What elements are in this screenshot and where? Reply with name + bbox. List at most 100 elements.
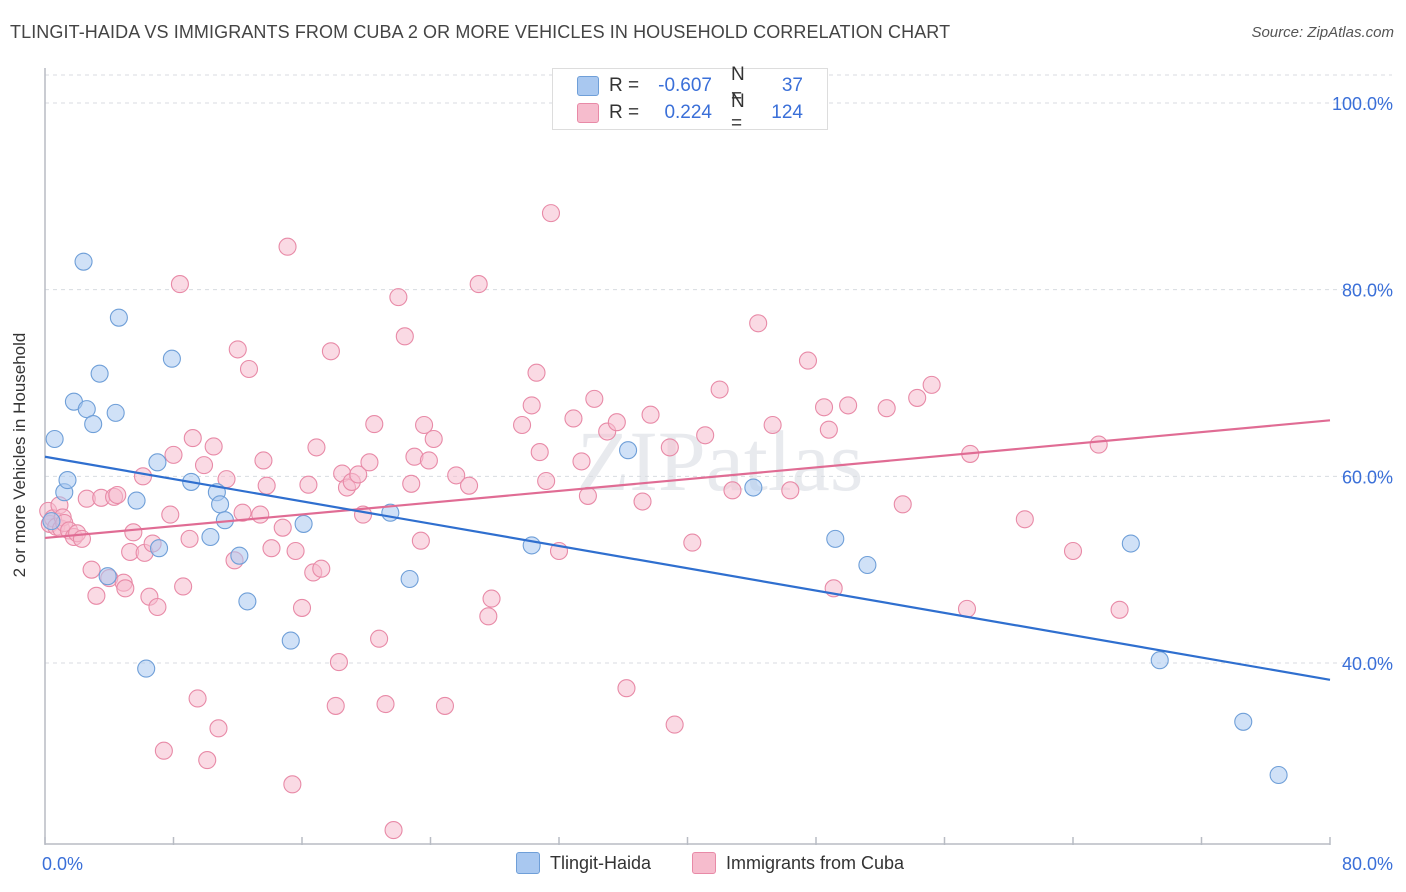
- cuba-point: [411, 531, 430, 550]
- legend-swatch-cuba: [692, 852, 716, 874]
- cuba-point: [660, 438, 679, 457]
- cuba-point: [326, 696, 345, 715]
- cuba-point: [273, 518, 292, 537]
- cuba-point: [893, 495, 912, 514]
- cuba-points: [39, 204, 1129, 840]
- cuba-point: [1089, 435, 1108, 454]
- cuba-point: [1015, 510, 1034, 529]
- cuba-point: [108, 485, 127, 505]
- cuba-point: [389, 288, 408, 307]
- x-tick-label: 0.0%: [42, 854, 83, 874]
- tlingit-point: [1150, 651, 1169, 670]
- cuba-point: [522, 396, 541, 415]
- cuba-point: [360, 453, 379, 472]
- tlingit-point: [149, 539, 169, 558]
- tlingit-point: [858, 555, 877, 575]
- legend-item-tlingit[interactable]: Tlingit-Haida: [516, 852, 651, 874]
- cuba-point: [257, 476, 276, 495]
- cuba-point: [370, 629, 389, 648]
- cuba-point: [469, 275, 488, 294]
- stats-n-value-cuba: 124: [771, 102, 803, 123]
- legend-label-cuba: Immigrants from Cuba: [726, 852, 905, 873]
- cuba-point: [188, 689, 207, 708]
- cuba-point: [781, 481, 800, 500]
- cuba-point: [922, 375, 941, 394]
- cuba-point: [564, 409, 583, 428]
- cuba-point: [749, 314, 768, 333]
- chart-title: TLINGIT-HAIDA VS IMMIGRANTS FROM CUBA 2 …: [10, 22, 951, 42]
- stats-n-value-tlingit: 37: [781, 75, 803, 96]
- cuba-point: [530, 443, 549, 462]
- tlingit-point: [281, 631, 300, 650]
- legend-item-cuba[interactable]: Immigrants from Cuba: [692, 852, 904, 874]
- tlingit-point: [238, 592, 257, 611]
- cuba-point: [365, 415, 384, 434]
- source-credit: Source: ZipAtlas.com: [1251, 24, 1394, 41]
- cuba-point: [228, 340, 247, 359]
- tlingit-point: [137, 659, 156, 678]
- stats-r-value-tlingit: -0.607: [658, 75, 712, 96]
- cuba-point: [321, 342, 340, 361]
- cuba-point: [148, 597, 167, 617]
- cuba-point: [116, 579, 135, 598]
- tlingit-point: [58, 471, 77, 490]
- y-tick-label: 60.0%: [1342, 467, 1393, 487]
- cuba-point: [262, 539, 281, 558]
- cuba-point: [154, 741, 173, 760]
- tlingit-trend-line: [44, 455, 1331, 681]
- tlingit-point: [162, 349, 181, 368]
- cuba-point: [447, 466, 466, 485]
- cuba-point: [415, 415, 434, 435]
- cuba-point: [435, 696, 455, 715]
- cuba-point: [395, 327, 414, 346]
- cuba-point: [349, 465, 368, 484]
- cuba-point: [541, 204, 561, 223]
- tlingit-point: [84, 415, 103, 434]
- y-tick-label: 80.0%: [1342, 281, 1393, 301]
- stats-n-label: N =: [731, 64, 745, 107]
- stats-swatch-cuba: [577, 103, 599, 123]
- cuba-point: [537, 471, 556, 491]
- cuba-point: [459, 476, 479, 495]
- tlingit-point: [1269, 765, 1288, 785]
- tlingit-point: [201, 527, 220, 547]
- cuba-point: [161, 505, 180, 524]
- tlingit-point: [77, 400, 96, 419]
- tlingit-point: [42, 512, 61, 531]
- tlingit-point: [109, 308, 128, 327]
- cuba-point: [307, 438, 326, 457]
- cuba-point: [183, 429, 202, 448]
- legend-label-tlingit: Tlingit-Haida: [550, 852, 652, 873]
- cuba-point: [641, 405, 660, 424]
- cuba-point: [299, 475, 318, 494]
- cuba-point: [482, 589, 501, 608]
- cuba-point: [312, 559, 331, 578]
- cuba-point: [696, 426, 715, 445]
- cuba-point: [254, 451, 273, 470]
- tlingit-points: [42, 252, 1288, 785]
- cuba-point: [329, 653, 348, 672]
- cuba-point: [233, 503, 252, 522]
- cuba-point: [292, 598, 312, 617]
- stats-r-value-cuba: 0.224: [664, 102, 712, 123]
- tlingit-point: [619, 441, 638, 460]
- cuba-point: [174, 577, 193, 596]
- cuba-point: [124, 523, 143, 542]
- cuba-point: [286, 541, 305, 561]
- cuba-point: [710, 380, 729, 399]
- y-tick-label: 100.0%: [1332, 94, 1393, 114]
- cuba-point: [572, 452, 591, 471]
- cuba-point: [204, 437, 223, 456]
- cuba-point: [278, 237, 297, 256]
- tlingit-point: [1121, 534, 1140, 553]
- tlingit-point: [90, 364, 109, 383]
- tlingit-point: [98, 567, 117, 586]
- x-tick-label: 80.0%: [1342, 854, 1393, 874]
- watermark: ZIPatlas: [577, 413, 864, 509]
- cuba-point: [1063, 541, 1083, 561]
- cuba-point: [617, 679, 636, 698]
- cuba-point: [164, 445, 183, 464]
- cuba-point: [170, 275, 189, 294]
- tlingit-point: [230, 546, 249, 565]
